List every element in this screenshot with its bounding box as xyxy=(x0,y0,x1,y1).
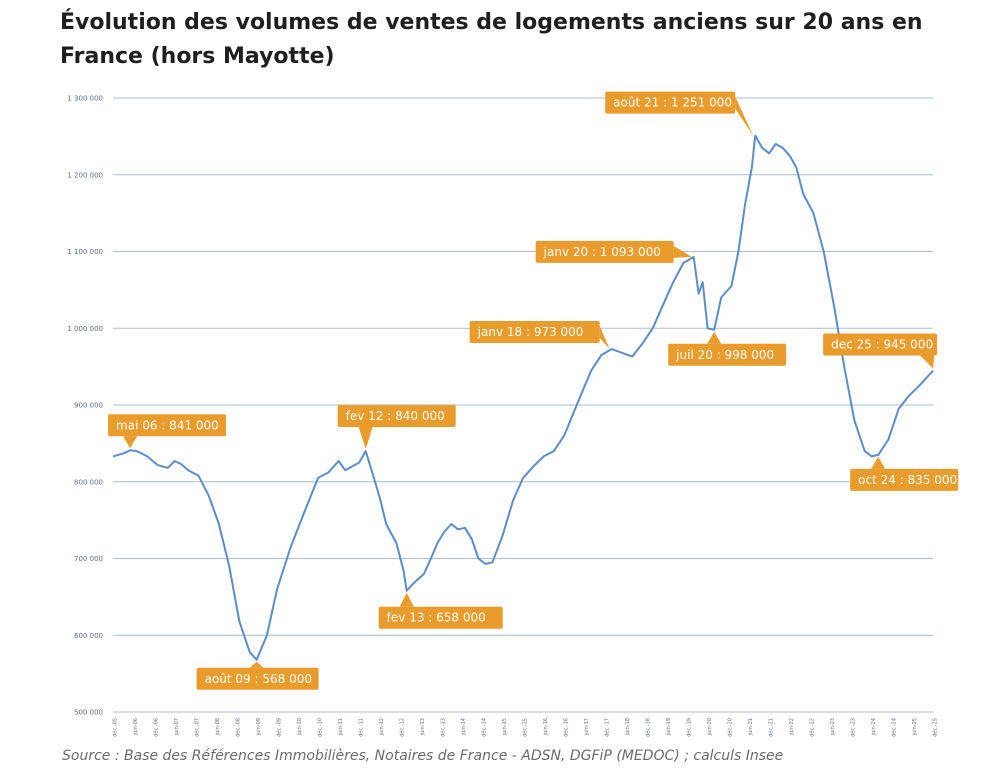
callout-box xyxy=(668,343,787,366)
x-tick-label: déc.-06 xyxy=(153,718,160,737)
y-tick-label: 1 200 000 xyxy=(67,171,103,179)
x-tick-label: déc.-10 xyxy=(317,718,324,737)
x-tick-label: juin-07 xyxy=(174,718,180,736)
callout: juil 20 : 998 000 xyxy=(668,331,787,366)
callout-box xyxy=(108,414,227,437)
callout-label: fev 12 : 840 000 xyxy=(346,409,445,423)
callout-pointer xyxy=(599,325,610,349)
x-axis: déc.-05 juin-06 déc.-06 juin-07 déc.-07 juin-… xyxy=(112,718,939,737)
callout-label: janv 20 : 1 093 000 xyxy=(543,245,661,259)
x-tick-label: déc.-14 xyxy=(481,718,488,737)
callout: janv 18 : 973 000 xyxy=(469,320,610,349)
x-tick-label: déc.-20 xyxy=(727,718,734,737)
callout-pointer xyxy=(920,355,935,369)
y-tick-label: 1 000 000 xyxy=(67,325,103,333)
x-tick-label: juin-11 xyxy=(338,718,344,736)
x-tick-label: déc.-15 xyxy=(522,718,529,737)
x-tick-label: déc.-16 xyxy=(563,718,570,737)
x-tick-label: déc.-18 xyxy=(645,718,652,737)
x-tick-label: juin-22 xyxy=(789,718,795,736)
y-tick-label: 800 000 xyxy=(74,478,103,486)
y-tick-label: 1 300 000 xyxy=(67,95,103,103)
x-tick-label: juin-23 xyxy=(830,718,836,736)
callout-pointer xyxy=(249,661,264,668)
chart-title: Évolution des volumes de ventes de logem… xyxy=(60,10,923,69)
callout-pointer xyxy=(871,456,886,469)
callout-box xyxy=(850,468,959,491)
x-tick-label: juin-10 xyxy=(297,718,303,736)
x-tick-label: déc.-24 xyxy=(891,718,898,737)
callout: août 09 : 568 000 xyxy=(196,661,319,690)
callout-box xyxy=(378,606,503,629)
x-tick-label: déc.-13 xyxy=(440,718,447,737)
callout-label: août 21 : 1 251 000 xyxy=(613,96,732,110)
x-tick-label: déc.-22 xyxy=(809,718,816,737)
callout-pointer xyxy=(123,436,138,449)
x-tick-label: juin-08 xyxy=(215,718,221,736)
y-tick-label: 600 000 xyxy=(74,632,103,640)
callout: août 21 : 1 251 000 xyxy=(605,91,754,136)
callout-label: dec 25 : 945 000 xyxy=(831,337,933,351)
callout-box xyxy=(469,320,600,343)
callout-box xyxy=(535,240,674,263)
y-axis: 500 000 600 000 700 000 800 000 900 000 1 000… xyxy=(67,95,103,717)
x-tick-label: juin-17 xyxy=(584,718,590,736)
x-tick-label: déc.-21 xyxy=(768,718,775,737)
x-tick-label: juin-20 xyxy=(707,718,713,736)
callout-box xyxy=(337,405,456,428)
callout: fev 12 : 840 000 xyxy=(337,405,456,450)
callout-box xyxy=(823,333,938,356)
x-tick-label: déc.-11 xyxy=(358,718,365,737)
x-tick-label: juin-13 xyxy=(420,718,426,736)
x-tick-label: juin-14 xyxy=(461,718,467,736)
x-tick-label: juin-16 xyxy=(543,718,549,736)
x-tick-label: juin-15 xyxy=(502,718,508,736)
callout-label: août 09 : 568 000 xyxy=(205,672,312,686)
callout-pointer xyxy=(399,592,414,607)
x-tick-label: déc.-17 xyxy=(604,718,611,737)
source-note: Source : Base des Références Immobilière… xyxy=(62,748,784,764)
annotations: mai 06 : 841 000 août 09 : 568 000 fev 12 … xyxy=(108,91,959,690)
callout-pointer xyxy=(673,245,692,258)
callout-box xyxy=(605,91,736,114)
callout-label: oct 24 : 835 000 xyxy=(858,473,957,487)
x-tick-label: juin-06 xyxy=(133,718,139,736)
x-tick-label: déc.-19 xyxy=(686,718,693,737)
x-tick-label: déc.-08 xyxy=(235,718,242,737)
callout-pointer xyxy=(707,331,722,344)
callout: fev 13 : 658 000 xyxy=(378,592,503,629)
x-tick-label: déc.-23 xyxy=(850,718,857,737)
x-tick-label: déc.-05 xyxy=(112,718,119,737)
callout: janv 20 : 1 093 000 xyxy=(535,240,692,263)
x-tick-label: juin-21 xyxy=(748,718,754,736)
callout: oct 24 : 835 000 xyxy=(850,456,959,491)
gridlines xyxy=(113,97,933,713)
callout-label: juil 20 : 998 000 xyxy=(675,348,774,362)
y-tick-label: 1 100 000 xyxy=(67,248,103,256)
callout: dec 25 : 945 000 xyxy=(823,333,938,369)
callout-label: janv 18 : 973 000 xyxy=(477,325,584,339)
x-tick-label: juin-19 xyxy=(666,718,672,736)
y-tick-label: 500 000 xyxy=(74,709,103,717)
callout-pointer xyxy=(735,96,754,136)
callout-box xyxy=(196,667,319,690)
x-tick-label: juin-12 xyxy=(379,718,385,736)
x-tick-label: déc.-07 xyxy=(194,718,201,737)
callout: mai 06 : 841 000 xyxy=(108,414,227,449)
x-tick-label: juin-25 xyxy=(912,718,918,736)
x-tick-label: déc.-09 xyxy=(276,718,283,737)
x-tick-label: déc.-12 xyxy=(399,718,406,737)
y-tick-label: 700 000 xyxy=(74,555,103,563)
callout-label: fev 13 : 658 000 xyxy=(387,611,486,625)
y-tick-label: 900 000 xyxy=(74,402,103,410)
x-tick-label: juin-18 xyxy=(625,718,631,736)
callout-pointer xyxy=(358,427,373,450)
x-tick-label: déc.-25 xyxy=(932,718,939,737)
series-layer xyxy=(112,134,934,661)
series-line xyxy=(112,134,934,661)
x-tick-label: juin-24 xyxy=(871,718,877,736)
callout-label: mai 06 : 841 000 xyxy=(116,418,219,432)
x-tick-label: juin-09 xyxy=(256,718,262,736)
